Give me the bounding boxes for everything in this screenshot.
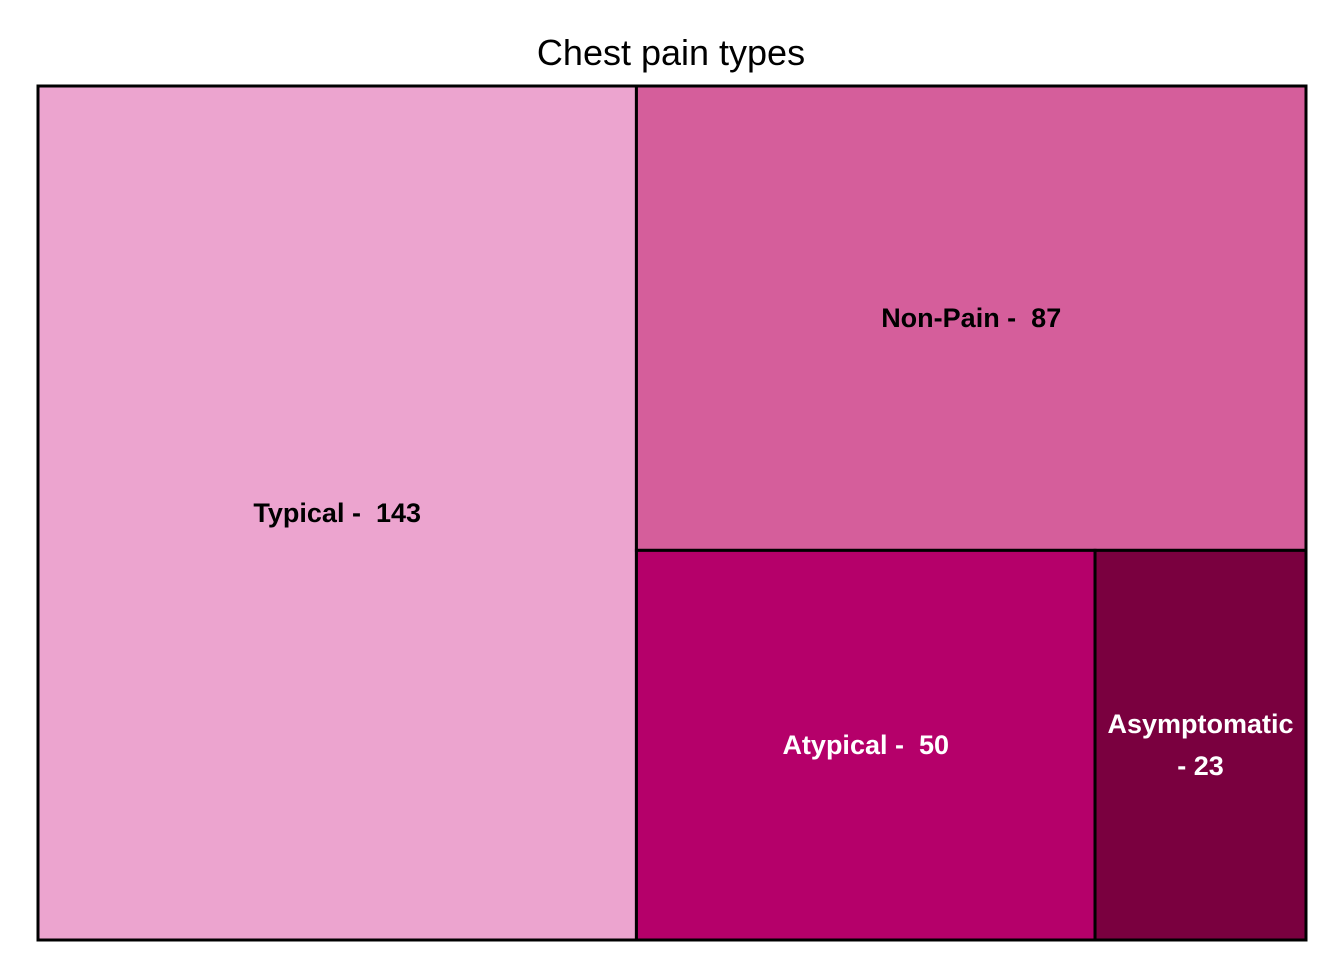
tile-label-typical: Typical - 143 — [253, 498, 421, 528]
tile-atypical — [634, 548, 1097, 942]
tile-label-line: Typical - 143 — [253, 498, 421, 528]
tile-label-line: Asymptomatic — [1107, 709, 1293, 739]
tile-label-line: Atypical - 50 — [782, 730, 949, 760]
chart-title: Chest pain types — [537, 32, 805, 73]
tile-label-line: Non-Pain - 87 — [881, 303, 1061, 333]
tile-label-atypical: Atypical - 50 — [782, 730, 949, 760]
tile-label-non-pain: Non-Pain - 87 — [881, 303, 1061, 333]
tile-label-asymptomatic: Asymptomatic - 23 — [1107, 709, 1293, 781]
tile-label-line: - 23 — [1177, 751, 1224, 781]
tile-asymptomatic — [1093, 548, 1308, 942]
tile-typical — [36, 84, 638, 942]
tile-non-pain — [634, 84, 1308, 552]
treemap-tiles: Typical - 143 Non-Pain - 87 Atypical - 50 A… — [36, 84, 1308, 942]
